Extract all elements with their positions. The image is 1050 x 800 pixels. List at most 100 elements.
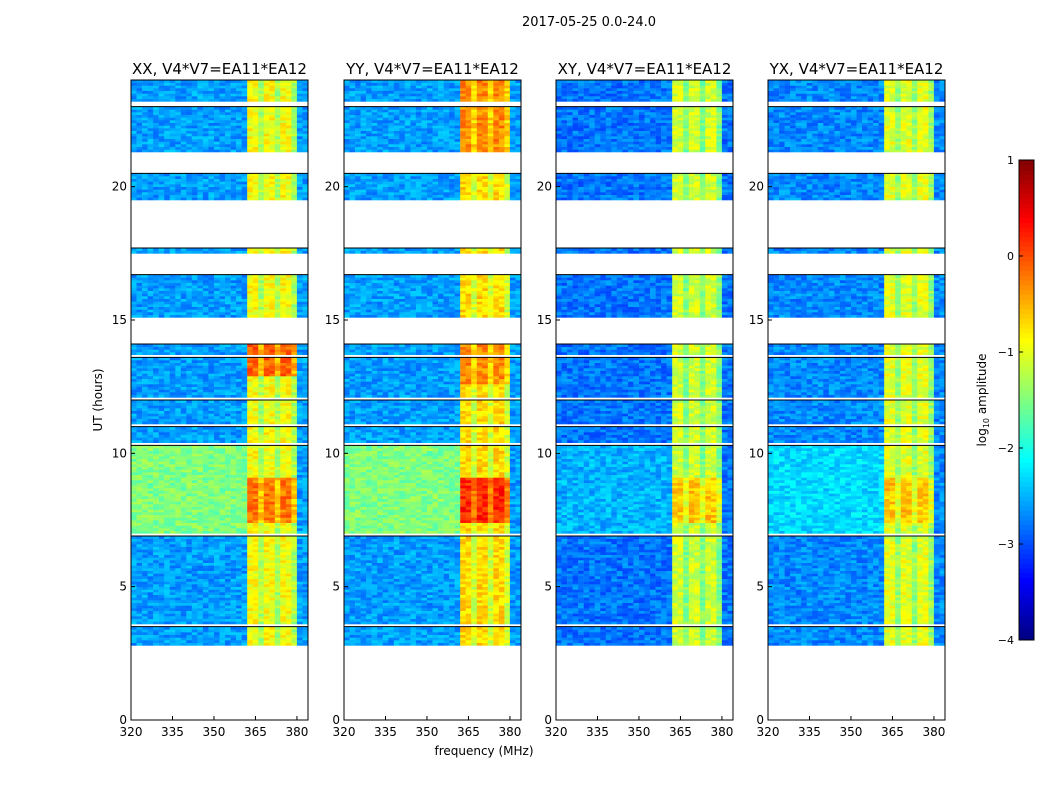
- heatmap-cell: [214, 248, 220, 251]
- heatmap-cell: [263, 293, 270, 297]
- heatmap-cell: [136, 429, 143, 433]
- heatmap-cell: [280, 274, 287, 278]
- heatmap-cell: [258, 378, 264, 382]
- heatmap-cell: [208, 498, 215, 502]
- heatmap-cell: [136, 304, 143, 307]
- heatmap-cell: [175, 560, 182, 563]
- heatmap-cell: [169, 637, 176, 641]
- heatmap-cell: [169, 552, 176, 555]
- heatmap-cell: [241, 112, 248, 115]
- heatmap-cell: [164, 477, 170, 481]
- heatmap-cell: [247, 565, 253, 569]
- heatmap-cell: [147, 437, 154, 441]
- heatmap-cell: [252, 570, 259, 574]
- heatmap-cell: [296, 373, 303, 377]
- heatmap-cell: [136, 144, 143, 147]
- heatmap-cell: [296, 581, 303, 585]
- heatmap-cell: [136, 480, 143, 483]
- heatmap-cell: [302, 517, 309, 521]
- heatmap-cell: [136, 458, 143, 462]
- heatmap-cell: [191, 504, 198, 507]
- heatmap-cell: [186, 520, 193, 523]
- heatmap-cell: [274, 117, 281, 121]
- heatmap-cell: [296, 514, 303, 518]
- heatmap-cell: [164, 117, 170, 121]
- heatmap-cell: [269, 448, 276, 451]
- heatmap-cell: [230, 360, 237, 363]
- heatmap-cell: [280, 565, 287, 569]
- heatmap-cell: [147, 181, 154, 185]
- heatmap-cell: [285, 565, 292, 569]
- y-axis-label: UT (hours): [91, 368, 105, 431]
- heatmap-cell: [263, 557, 270, 561]
- heatmap-cell: [164, 568, 170, 571]
- heatmap-cell: [208, 112, 215, 115]
- heatmap-cell: [175, 376, 182, 379]
- heatmap-cell: [291, 616, 298, 619]
- heatmap-cell: [142, 106, 148, 110]
- heatmap-cell: [241, 349, 248, 353]
- heatmap-cell: [147, 608, 154, 611]
- heatmap-cell: [241, 285, 248, 289]
- heatmap-cell: [180, 93, 187, 97]
- heatmap-cell: [180, 421, 187, 425]
- heatmap-cell: [236, 432, 242, 435]
- heatmap-cell: [285, 573, 292, 577]
- heatmap-cell: [147, 456, 154, 459]
- heatmap-cell: [180, 197, 187, 201]
- heatmap-cell: [164, 597, 170, 601]
- heatmap-cell: [225, 445, 231, 449]
- heatmap-cell: [252, 314, 259, 318]
- heatmap-cell: [285, 432, 292, 435]
- heatmap-cell: [258, 642, 264, 646]
- heatmap-cell: [219, 530, 226, 534]
- heatmap-cell: [208, 589, 215, 593]
- heatmap-cell: [197, 520, 204, 523]
- heatmap-cell: [180, 616, 187, 619]
- heatmap-cell: [230, 413, 237, 417]
- heatmap-cell: [296, 197, 303, 201]
- heatmap-cell: [230, 181, 237, 185]
- heatmap-cell: [258, 248, 264, 251]
- heatmap-cell: [131, 130, 137, 134]
- heatmap-cell: [169, 314, 176, 318]
- heatmap-cell: [214, 181, 220, 185]
- heatmap-cell: [225, 280, 231, 283]
- heatmap-cell: [230, 634, 237, 638]
- heatmap-cell: [158, 130, 165, 134]
- heatmap-cell: [263, 522, 270, 526]
- heatmap-cell: [280, 426, 287, 430]
- heatmap-cell: [169, 309, 176, 313]
- heatmap-cell: [186, 528, 193, 531]
- heatmap-cell: [269, 309, 276, 313]
- heatmap-cell: [214, 594, 220, 598]
- heatmap-cell: [280, 477, 287, 481]
- heatmap-cell: [186, 173, 193, 177]
- heatmap-cell: [131, 349, 137, 353]
- heatmap-cell: [263, 528, 270, 531]
- heatmap-cell: [214, 445, 220, 449]
- heatmap-cell: [186, 458, 193, 462]
- heatmap-cell: [186, 634, 193, 638]
- heatmap-cell: [214, 600, 220, 603]
- heatmap-cell: [202, 544, 209, 547]
- heatmap-cell: [291, 469, 298, 473]
- heatmap-cell: [180, 296, 187, 299]
- heatmap-cell: [247, 186, 253, 190]
- heatmap-cell: [191, 642, 198, 646]
- heatmap-cell: [219, 504, 226, 507]
- heatmap-cell: [197, 138, 204, 142]
- heatmap-cell: [230, 541, 237, 545]
- heatmap-cell: [202, 133, 209, 137]
- heatmap-cell: [285, 373, 292, 377]
- heatmap-cell: [158, 282, 165, 286]
- heatmap-cell: [219, 370, 226, 374]
- heatmap-cell: [263, 197, 270, 201]
- heatmap-cell: [296, 490, 303, 494]
- heatmap-cell: [186, 621, 193, 625]
- heatmap-cell: [258, 490, 264, 494]
- heatmap-cell: [208, 197, 215, 201]
- heatmap-cell: [208, 400, 215, 403]
- heatmap-cell: [258, 509, 264, 513]
- heatmap-cell: [280, 594, 287, 598]
